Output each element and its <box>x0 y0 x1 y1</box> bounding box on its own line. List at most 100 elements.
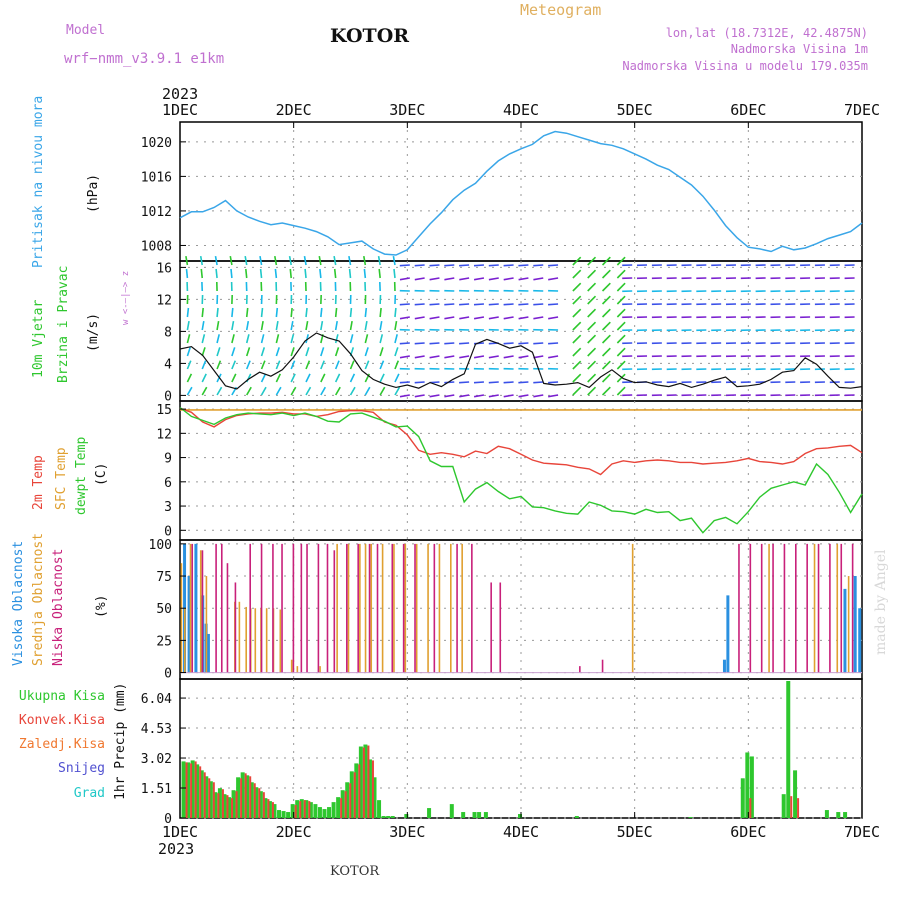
wind-vector <box>414 381 425 384</box>
conv-precip-bar <box>749 798 752 818</box>
wind-vector <box>186 347 191 357</box>
wind-vector <box>518 316 529 320</box>
wind-vector <box>260 373 267 383</box>
conv-precip-bar <box>194 761 197 818</box>
wind-vector <box>348 255 352 266</box>
wind-vector <box>616 295 626 305</box>
total-precip-bar <box>461 812 466 818</box>
wind-vector <box>201 360 207 370</box>
x-tick-label-bottom: 1DEC <box>162 823 198 841</box>
wind-vector <box>399 264 410 267</box>
total-precip-bar <box>793 770 798 818</box>
wind-vector <box>533 342 544 345</box>
wind-vector <box>444 277 455 281</box>
wind-vector <box>260 334 265 344</box>
wind-vector <box>186 360 192 370</box>
total-precip-bar <box>222 794 227 818</box>
wind-vector <box>275 347 280 357</box>
wind-vector <box>601 295 611 305</box>
wind-vector <box>319 268 322 279</box>
wind-vector <box>503 303 514 306</box>
wind-vector <box>216 347 221 357</box>
total-precip-bar <box>267 801 272 818</box>
x-tick-label-top: 2DEC <box>276 101 312 119</box>
conv-precip-bar <box>303 800 306 818</box>
wind-vector <box>473 303 484 306</box>
total-precip-bar <box>240 772 245 818</box>
total-precip-bar <box>272 804 277 818</box>
wind-vector <box>503 277 514 281</box>
total-precip-bar <box>745 752 750 818</box>
wind-vector <box>199 255 204 266</box>
wind-vector <box>488 394 499 398</box>
wind-vector <box>548 316 559 320</box>
wind-vector <box>288 255 292 266</box>
total-precip-bar <box>345 782 350 818</box>
total-precip-bar <box>208 781 213 818</box>
conv-precip-bar <box>244 773 247 818</box>
wind-vector <box>601 321 611 331</box>
total-precip-bar <box>688 817 693 818</box>
wind-vector <box>616 256 626 266</box>
wind-vector <box>394 360 400 370</box>
wind-vector <box>518 277 529 281</box>
altitude-label: Nadmorska Visina 1m <box>731 42 868 56</box>
wind-vector <box>305 320 309 331</box>
total-precip-bar <box>477 812 482 818</box>
total-precip-bar <box>518 814 522 818</box>
wind-vector <box>394 386 401 396</box>
wind-vector <box>444 342 455 345</box>
wind-vector <box>290 307 293 318</box>
wind-vector <box>379 334 384 344</box>
wind-vector <box>601 386 611 396</box>
wind-vector <box>320 320 324 331</box>
wind-vector <box>459 303 470 306</box>
wind-unit: (m/s) <box>86 313 101 352</box>
wind-vector <box>414 316 425 320</box>
wind-vector <box>290 347 295 357</box>
station-title: KOTOR <box>330 25 409 47</box>
total-precip-bar <box>574 816 579 818</box>
wind-vector <box>548 277 559 281</box>
total-precip-bar <box>824 810 829 818</box>
wind-vector <box>399 394 410 398</box>
wind-vector <box>304 268 307 279</box>
wind-vector <box>459 342 470 345</box>
total-precip-bar <box>404 814 409 818</box>
conv-precip-bar <box>349 783 352 818</box>
y-tick-label: 25 <box>156 634 172 649</box>
wind-vector <box>216 320 220 331</box>
conv-precip-bar <box>226 795 229 818</box>
wind-vector <box>289 268 292 279</box>
y-tick-label: 1.51 <box>141 782 172 797</box>
y-tick-label: 12 <box>156 427 172 442</box>
y-tick-label: 3 <box>164 500 172 515</box>
legend-frozen-precip: Zaledj.Kisa <box>19 737 105 752</box>
conv-precip-bar <box>235 791 238 818</box>
precip-unit: 1hr Precip (mm) <box>113 683 128 800</box>
wind-vector <box>246 386 252 396</box>
y-tick-label: 50 <box>156 602 172 617</box>
wind-vector <box>231 347 236 357</box>
wind-vector <box>216 307 219 318</box>
wind-vector <box>399 277 410 281</box>
footer-station: KOTOR <box>330 864 380 879</box>
total-precip-bar <box>236 777 241 818</box>
temp-label-2: SFC Temp <box>54 447 69 510</box>
wind-vector <box>201 373 207 383</box>
wind-vector <box>414 303 425 306</box>
wind-vector <box>231 373 237 383</box>
cloud-unit: (%) <box>94 595 109 618</box>
x-tick-label-bottom: 2DEC <box>276 823 312 841</box>
wind-vector <box>305 360 311 370</box>
y-tick-label: 0 <box>164 812 172 827</box>
wind-vector <box>379 386 386 396</box>
wind-vector <box>275 386 282 396</box>
wind-vector <box>275 334 280 344</box>
total-precip-bar <box>740 778 745 818</box>
total-precip-bar <box>317 807 322 818</box>
conv-precip-bar <box>344 791 347 818</box>
wind-vector <box>587 373 597 383</box>
wind-vector <box>488 316 499 320</box>
wind-vector <box>318 255 322 266</box>
